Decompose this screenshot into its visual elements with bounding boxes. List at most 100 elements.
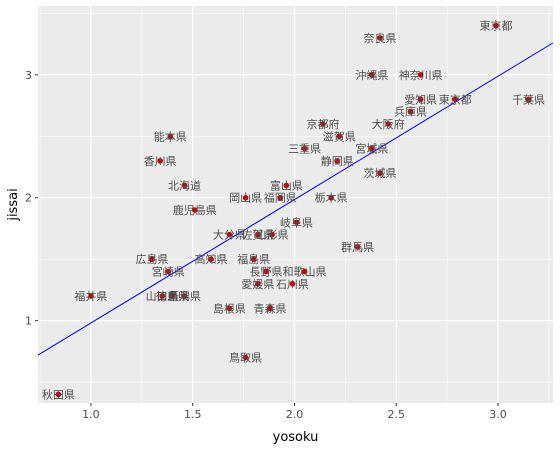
data-point [191, 207, 198, 213]
x-axis-ticks: 1.0 1.5 2.0 2.5 3.0 [82, 403, 507, 421]
data-point [407, 108, 414, 115]
data-point [277, 194, 284, 201]
data-point [149, 256, 155, 262]
data-point [354, 244, 361, 250]
data-point [369, 72, 375, 78]
y-axis-ticks: 1 2 3 [25, 69, 38, 328]
data-point [293, 219, 300, 226]
data-point-label: 石川県 [276, 278, 309, 291]
data-point [377, 170, 383, 176]
y-axis-title: jissai [6, 188, 21, 221]
data-point-label: 京都府 [306, 117, 339, 131]
data-point [320, 121, 326, 127]
data-point [301, 268, 308, 275]
data-point-label: 静岡県 [321, 154, 354, 168]
data-point [181, 182, 188, 189]
data-point-label: 東京都 [439, 92, 472, 106]
data-point [226, 231, 233, 238]
data-point [289, 280, 296, 287]
data-point-label: 青森県 [254, 301, 287, 315]
y-tick-label: 2 [25, 192, 32, 205]
data-point-label: 奈良県 [363, 31, 396, 45]
data-point-label: 愛媛県 [241, 277, 274, 291]
data-point-label: 宮崎県 [152, 264, 185, 278]
data-point-label: 鳥取県 [229, 351, 262, 365]
data-point [157, 158, 163, 164]
data-point-label: 神奈川県 [399, 68, 443, 82]
data-point-label: 岡山県 [229, 192, 262, 205]
data-point [328, 194, 334, 201]
x-axis-title: yosoku [273, 430, 319, 445]
data-point [255, 280, 261, 287]
data-point-label: 滋賀県 [323, 130, 356, 143]
y-tick-label: 1 [25, 315, 32, 328]
data-point [255, 231, 261, 238]
data-point [417, 96, 424, 103]
data-point-label: 徳島県 [156, 289, 189, 303]
data-point-label: 千葉県 [512, 92, 545, 106]
data-point [369, 145, 375, 152]
data-point-label: 能本県 [154, 129, 187, 143]
data-point [250, 256, 257, 262]
data-point-label: 三重県 [288, 142, 321, 156]
data-point-label: 茨城県 [363, 166, 396, 180]
data-point-label: 山形県 [256, 229, 289, 242]
data-point [88, 293, 94, 299]
data-point-label: 鹿児島県 [173, 203, 217, 217]
data-point [377, 35, 383, 41]
data-point-label: 宮城県 [355, 142, 388, 156]
data-point-label: 和歌山県 [283, 264, 327, 278]
data-point-label: 佐賀県 [241, 228, 274, 242]
data-point [283, 182, 290, 189]
data-point-label: 福井県 [74, 289, 107, 303]
x-tick-label: 1.0 [82, 408, 100, 421]
data-point-label: 秋田県 [42, 387, 75, 401]
data-point-label: 北海道 [168, 178, 201, 192]
data-point-label: 東京都 [480, 19, 513, 33]
data-point-label: 高知県 [195, 252, 228, 266]
data-point [263, 268, 269, 275]
major-gridlines [38, 6, 553, 403]
data-point-label: 島根県 [213, 301, 246, 315]
data-point-label: 愛知県 [404, 92, 437, 106]
data-point-label: 群馬県 [341, 240, 374, 254]
data-point [167, 133, 174, 140]
fit-line [37, 42, 554, 356]
data-point [334, 158, 341, 164]
data-point-label: 富山県 [270, 178, 303, 192]
minor-gridlines [38, 6, 553, 403]
data-point-label: 岐阜県 [280, 216, 313, 229]
data-point [301, 145, 308, 152]
data-point [525, 96, 532, 103]
x-tick-label: 3.0 [489, 408, 507, 421]
data-point [55, 391, 62, 398]
data-point [181, 293, 188, 299]
x-tick-label: 1.5 [184, 408, 202, 421]
data-point [242, 194, 249, 201]
data-point-label: 香川県 [144, 155, 177, 168]
data-point [385, 121, 391, 127]
y-tick-label: 3 [25, 69, 32, 82]
fit-line-group [37, 42, 554, 356]
data-point [336, 133, 343, 140]
data-point [226, 305, 233, 312]
data-point-label: 栃木県 [315, 191, 348, 205]
data-point-label: 山口県 [146, 290, 179, 303]
data-point-label: 沖縄県 [355, 68, 388, 82]
data-point [169, 293, 176, 299]
x-tick-label: 2.0 [286, 408, 304, 421]
data-point-label: 兵庫県 [394, 105, 427, 119]
data-point [493, 22, 499, 29]
plot-panel [38, 6, 553, 403]
data-point-label: 新潟県 [168, 289, 201, 303]
data-points [55, 22, 532, 398]
data-point-label: 福岡県 [264, 191, 297, 205]
data-point-label: 大阪府 [372, 117, 405, 131]
data-point [452, 96, 459, 103]
data-point [165, 268, 172, 275]
data-point-label: 長野県 [249, 265, 282, 278]
data-point [267, 305, 273, 312]
data-point [269, 231, 275, 238]
